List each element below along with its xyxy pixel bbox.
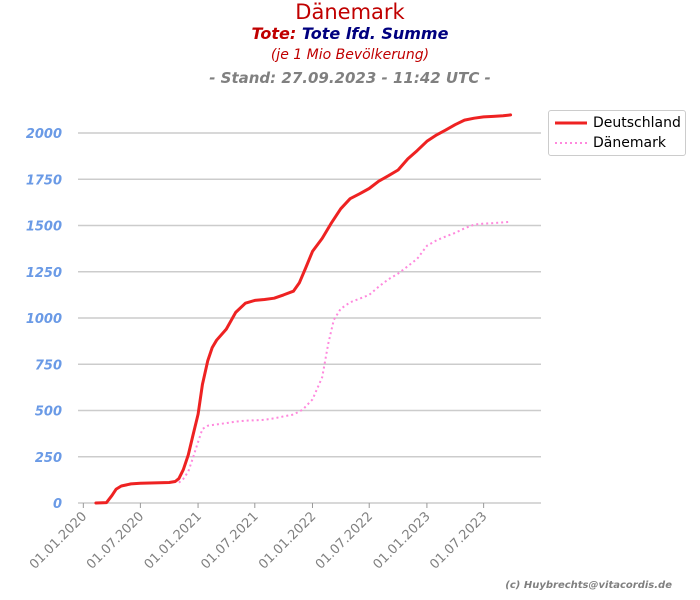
x-tick-label: 01.07.2021 [198, 509, 261, 572]
x-tick-label: 01.01.2021 [142, 509, 205, 572]
series-line-daenemark [178, 220, 511, 484]
y-tick-label: 250 [35, 451, 62, 466]
y-tick-label: 0 [53, 497, 62, 512]
y-tick-label: 500 [35, 405, 62, 420]
legend-swatch-daenemark [555, 142, 587, 144]
y-tick-label: 1750 [26, 173, 62, 188]
legend-label-daenemark: Dänemark [593, 135, 666, 151]
x-tick-label: 01.07.2023 [427, 509, 490, 572]
chart-stand: - Stand: 27.09.2023 - 11:42 UTC - [209, 69, 491, 87]
metric-name: Tote lfd. Summe [301, 24, 449, 43]
metric-prefix: Tote: [251, 24, 297, 43]
x-tick-label: 01.01.2020 [27, 509, 90, 572]
y-tick-label: 1250 [26, 266, 62, 281]
x-tick-label: 01.01.2022 [256, 509, 319, 572]
grid-lines [78, 132, 541, 504]
y-tick-label: 1500 [26, 220, 62, 235]
chart-unit-note: (je 1 Mio Bevölkerung) [270, 47, 430, 63]
legend-label-deutschland: Deutschland [593, 115, 681, 131]
series-line-deutschland [94, 113, 513, 505]
x-tick-label: 01.01.2023 [370, 509, 433, 572]
series-lines [94, 113, 513, 505]
legend-entry-daenemark: Dänemark [549, 133, 685, 153]
legend: Deutschland Dänemark [548, 110, 686, 156]
credit-text: (c) Huybrechts@vitacordis.de [505, 580, 672, 591]
y-tick-label: 2000 [26, 127, 62, 142]
chart-title-country: Dänemark [295, 0, 405, 24]
x-axis: 01.01.202001.07.202001.01.202101.07.2021… [27, 502, 541, 572]
x-tick-label: 01.07.2020 [84, 509, 147, 572]
chart-title-metric: Tote: Tote lfd. Summe [0, 24, 700, 43]
y-tick-label: 1000 [26, 312, 62, 327]
y-tick-label: 750 [35, 358, 62, 373]
legend-swatch-deutschland [555, 121, 587, 125]
y-axis: 0 250 500 750 1000 1250 1500 1750 2000 [26, 127, 62, 512]
legend-entry-deutschland: Deutschland [549, 113, 685, 133]
x-tick-label: 01.07.2022 [313, 509, 376, 572]
